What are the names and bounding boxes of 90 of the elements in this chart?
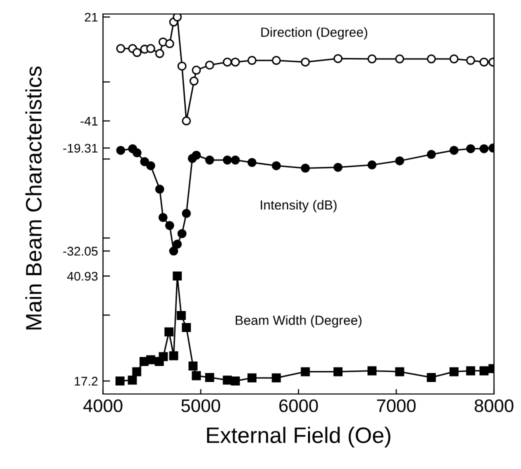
point [169,351,178,360]
point [333,54,343,64]
point [188,361,198,370]
point [177,229,186,238]
point [466,144,476,154]
point [466,56,476,65]
point [205,156,214,165]
point [395,156,404,166]
point [132,367,142,376]
point [165,221,174,230]
point [192,371,201,380]
point [230,156,240,165]
point [177,62,186,71]
point [132,148,142,158]
text: Beam Width (Degree) [236,315,362,328]
point [480,144,489,154]
point [450,146,459,155]
point [426,372,436,382]
point [192,66,201,75]
point [466,366,476,376]
point [172,240,182,249]
point [450,54,459,64]
point [205,372,214,382]
point [176,311,186,320]
series-label: Direction (Degree) [261,27,368,40]
point [158,212,168,222]
x-tick-label: 5000 [181,399,220,412]
point [192,150,201,160]
point [116,146,126,155]
point [247,56,256,65]
point [128,376,137,385]
point [480,58,489,67]
x-tick-label: 7000 [377,399,416,412]
point [222,156,232,165]
point [172,272,182,281]
point [450,367,459,376]
point [158,37,168,46]
point [222,58,232,67]
point [272,161,281,170]
point [300,367,310,376]
point [300,58,310,67]
point [480,366,489,376]
x-tick-label: 6000 [279,399,318,412]
point [222,376,232,385]
point [116,44,126,54]
point [395,367,404,376]
point [155,184,164,194]
text: Intensity (dB) [260,200,337,212]
y-tick-label: 21 [84,12,98,22]
point [115,376,125,386]
point [172,14,182,22]
point [182,116,191,126]
point [426,54,436,64]
point [230,58,240,67]
point [158,352,168,362]
point [230,376,240,386]
point [272,373,281,382]
point [146,161,156,170]
y-tick-label: -41 [80,116,98,126]
point [146,44,156,54]
point [169,246,178,256]
point [132,48,142,58]
point [300,164,310,173]
point [367,54,377,64]
point [140,157,150,166]
point [395,54,404,64]
point [272,56,281,65]
point [155,49,164,58]
point [247,158,256,167]
y-axis-title: Main Beam Characteristics [25,66,42,330]
point [367,366,377,376]
x-axis-title: External Field (Oe) [207,426,390,448]
point [367,160,377,170]
point [164,327,174,336]
point [165,39,174,48]
y-tick-label: 17.2 [74,376,98,386]
y-tick-label: -32.05 [63,246,98,256]
point [146,355,156,364]
y-tick-label: -19.31 [63,144,98,153]
point [247,373,256,382]
point [333,367,343,376]
point [182,208,191,218]
y-tick-label: 40.93 [67,272,98,281]
point [426,150,436,159]
point [333,162,343,172]
x-tick-label: 4000 [83,399,122,412]
point [182,322,191,332]
point [189,76,199,86]
point [205,60,214,70]
x-tick-label: 8000 [474,399,514,412]
